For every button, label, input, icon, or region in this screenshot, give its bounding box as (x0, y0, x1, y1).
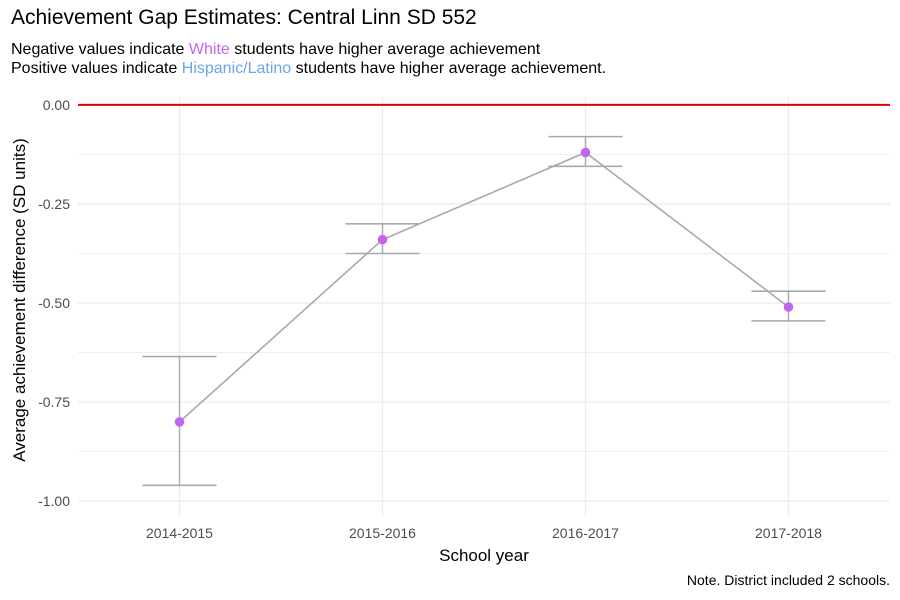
x-axis-title: School year (439, 546, 529, 565)
y-tick-label: -0.75 (38, 394, 70, 410)
series-line-layer (178, 151, 789, 423)
chart-caption: Note. District included 2 schools. (686, 572, 890, 588)
subtitle-positive-before: Positive values indicate (11, 60, 182, 77)
x-tick-label: 2017-2018 (755, 525, 822, 541)
x-tick-label: 2016-2017 (552, 525, 619, 541)
subtitle-negative-after: students have higher average achievement (229, 41, 541, 58)
series-line (178, 151, 789, 423)
points-layer (174, 147, 794, 427)
chart-title: Achievement Gap Estimates: Central Linn … (11, 6, 477, 29)
y-tick-label: 0.00 (43, 97, 70, 113)
y-tick-label: -0.50 (38, 295, 70, 311)
x-tick-label: 2014-2015 (146, 525, 213, 541)
data-point (580, 147, 591, 158)
y-axis-title: Average achievement difference (SD units… (10, 138, 29, 462)
data-point (377, 234, 388, 245)
subtitle-negative-before: Negative values indicate (11, 41, 189, 58)
grid-layer (78, 97, 890, 517)
y-tick-label: -1.00 (38, 493, 70, 509)
data-point (783, 302, 794, 312)
x-tick-label: 2015-2016 (349, 525, 416, 541)
tick-labels-layer: 0.00 -0.25 -0.50 -0.75 -1.00 2014-2015 2015-20… (38, 97, 822, 541)
chart-subtitle-negative: Negative values indicate White students … (11, 41, 540, 59)
y-tick-label: -0.25 (38, 196, 70, 212)
error-bars-layer (142, 135, 826, 487)
data-point (174, 417, 185, 427)
subtitle-positive-after: students have higher average achievement… (291, 60, 607, 77)
chart-subtitle-positive: Positive values indicate Hispanic/Latino… (11, 60, 606, 78)
subtitle-hispanic-group: Hispanic/Latino (181, 60, 292, 77)
subtitle-white-group: White (188, 41, 230, 58)
